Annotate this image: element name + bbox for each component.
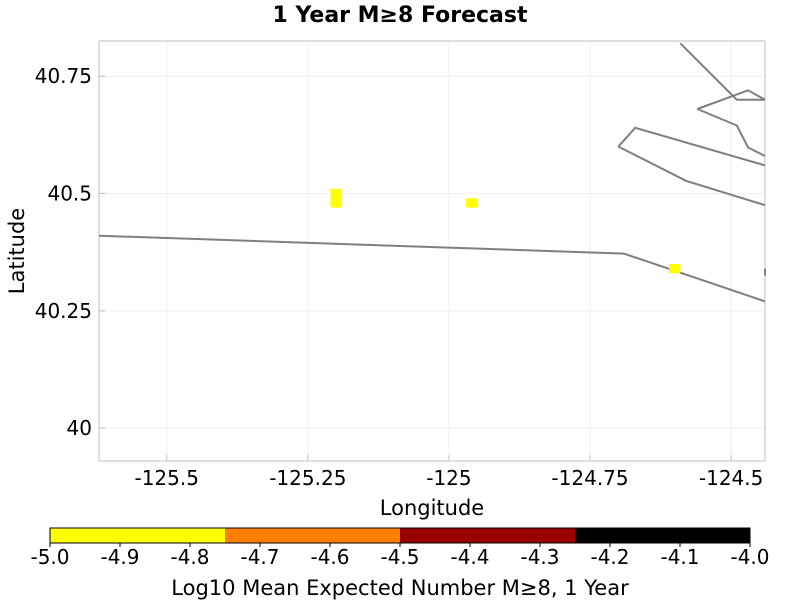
- colorbar-tick-label: -4.3: [520, 545, 559, 569]
- x-tick-label: -125.25: [269, 466, 346, 490]
- chart-title: 1 Year M≥8 Forecast: [273, 3, 528, 28]
- colorbar-tick-label: -4.5: [380, 545, 419, 569]
- grid-lines: [99, 41, 765, 461]
- y-axis-label: Latitude: [5, 208, 29, 294]
- x-axis-label: Longitude: [380, 496, 484, 520]
- forecast-cells: [330, 188, 681, 274]
- colorbar-bin: [575, 528, 750, 543]
- y-tick-label: 40.5: [47, 182, 92, 206]
- colorbar-bin: [225, 528, 400, 543]
- x-tick-label: -125: [426, 466, 471, 490]
- forecast-cell: [465, 198, 478, 208]
- colorbar-tick-label: -4.0: [730, 545, 769, 569]
- y-tick-label: 40.25: [35, 299, 92, 323]
- colorbar-ticks: -5.0 -4.9 -4.8 -4.7 -4.6 -4.5 -4.4 -4.3 -4.2 -4.1…: [30, 543, 770, 569]
- fault-line: [98, 234, 766, 303]
- colorbar-tick-label: -4.4: [450, 545, 489, 569]
- colorbar-tick-label: -4.1: [660, 545, 699, 569]
- y-tick-label: 40.75: [35, 64, 92, 88]
- fault-line: [679, 42, 765, 101]
- colorbar-bin: [50, 528, 225, 543]
- colorbar-bin: [400, 528, 575, 543]
- colorbar-tick-label: -4.6: [310, 545, 349, 569]
- x-tick-label: -124.75: [551, 466, 628, 490]
- colorbar-tick-label: -4.9: [100, 545, 139, 569]
- fault-line: [617, 126, 766, 167]
- y-tick-label: 40: [67, 416, 92, 440]
- fault-line: [696, 89, 766, 110]
- x-axis-ticks: -125.5 -125.25 -125 -124.75 -124.5: [134, 455, 763, 490]
- fault-line: [617, 145, 766, 207]
- colorbar-tick-label: -4.7: [240, 545, 279, 569]
- forecast-cell: [330, 188, 342, 208]
- colorbar: [49, 527, 751, 544]
- y-axis-ticks: 40.75 40.5 40.25 40: [35, 64, 105, 440]
- x-tick-label: -124.5: [699, 466, 763, 490]
- colorbar-tick-label: -4.2: [590, 545, 629, 569]
- colorbar-tick-label: -4.8: [170, 545, 209, 569]
- plot-frame: [98, 40, 766, 462]
- fault-lines: [98, 42, 766, 303]
- colorbar-tick-label: -5.0: [30, 545, 69, 569]
- colorbar-label: Log10 Mean Expected Number M≥8, 1 Year: [171, 576, 629, 600]
- x-tick-label: -125.5: [134, 466, 198, 490]
- forecast-cell: [669, 263, 681, 274]
- fault-line: [696, 108, 766, 157]
